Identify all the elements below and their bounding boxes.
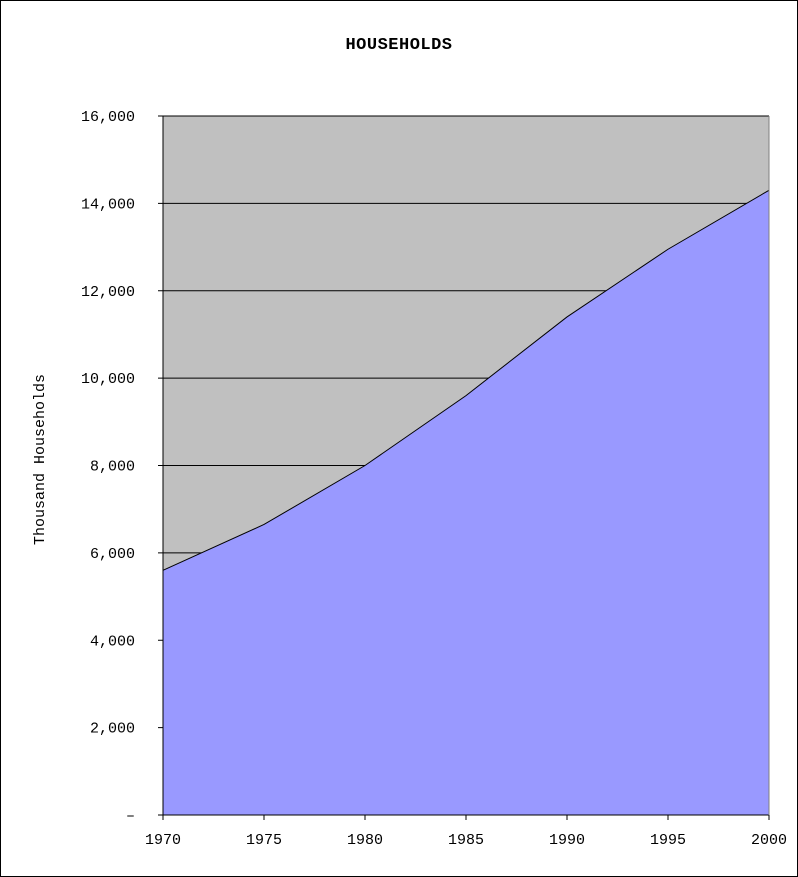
x-tick-label-0: 1970 xyxy=(145,832,181,849)
x-tick-label-3: 1985 xyxy=(448,832,484,849)
x-tick-label-6: 2000 xyxy=(751,832,787,849)
y-axis-title: Thousand Households xyxy=(32,374,49,545)
x-tick-label-2: 1980 xyxy=(347,832,383,849)
y-tick-label-1: 2,000 xyxy=(90,721,135,738)
x-tick-labels: 1970 1975 1980 1985 1990 1995 2000 xyxy=(145,832,787,849)
area-series-fill xyxy=(163,190,769,816)
x-tick-label-1: 1975 xyxy=(246,832,282,849)
y-tick-label-3: 6,000 xyxy=(90,546,135,563)
area-series-line xyxy=(162,189,770,571)
x-tick-label-4: 1990 xyxy=(549,832,585,849)
y-tick-label-5: 10,000 xyxy=(81,371,135,388)
chart-title: HOUSEHOLDS xyxy=(345,36,453,55)
y-tick-label-0: – xyxy=(126,808,135,825)
x-tick-label-5: 1995 xyxy=(650,832,686,849)
y-tick-label-2: 4,000 xyxy=(90,633,135,650)
y-tick-label-6: 12,000 xyxy=(81,284,135,301)
y-tick-label-7: 14,000 xyxy=(81,196,135,213)
axes xyxy=(158,115,770,820)
y-tick-labels: – 2,000 4,000 6,000 8,000 10,000 12,000 14,000 1… xyxy=(81,109,135,825)
y-tick-label-8: 16,000 xyxy=(81,109,135,126)
y-tick-label-4: 8,000 xyxy=(90,459,135,476)
